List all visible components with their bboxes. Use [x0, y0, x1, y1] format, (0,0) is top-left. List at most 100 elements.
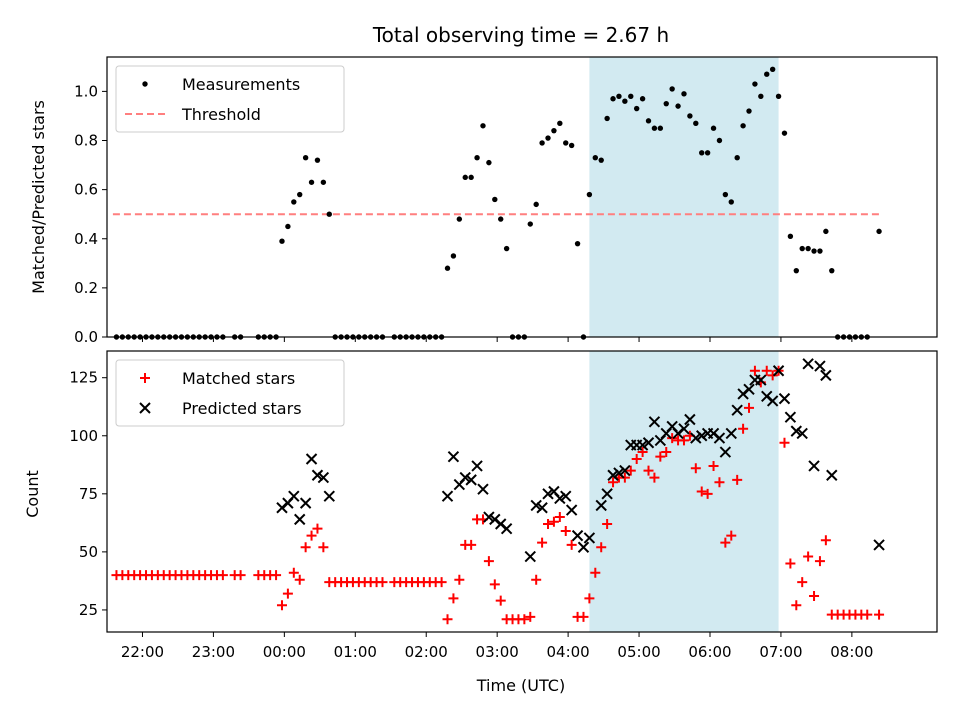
data-point	[669, 86, 675, 92]
data-point	[655, 451, 666, 462]
data-point	[631, 453, 642, 464]
bottom-y-axis-label: Count	[23, 470, 42, 518]
data-point	[817, 248, 823, 254]
data-point	[571, 529, 584, 542]
data-point	[637, 447, 648, 458]
data-point	[466, 539, 477, 550]
top-y-tick-label: 1.0	[74, 82, 98, 100]
data-point	[483, 511, 495, 523]
data-point	[829, 267, 835, 274]
x-tick-label: 03:00	[476, 643, 519, 661]
data-point	[542, 488, 554, 500]
data-point	[805, 245, 811, 252]
data-point	[323, 490, 335, 502]
data-point	[235, 570, 246, 581]
data-point	[772, 365, 785, 377]
x-tick-label: 22:00	[121, 643, 164, 661]
data-point	[633, 105, 640, 112]
x-tick-label: 04:00	[546, 643, 589, 661]
top-y-tick-label: 0.0	[74, 328, 98, 346]
data-point	[651, 125, 658, 131]
data-point	[456, 216, 463, 222]
data-point	[590, 567, 601, 578]
top-panel: 0.0 0.2 0.4 0.6 0.8 1.0 Measurements Threshold	[74, 56, 938, 346]
data-point	[746, 108, 752, 114]
data-point	[441, 490, 454, 502]
data-point	[291, 199, 297, 205]
data-point	[876, 228, 882, 235]
data-point	[500, 522, 513, 535]
data-point	[288, 490, 300, 502]
data-point	[299, 497, 312, 509]
data-point	[294, 574, 305, 585]
data-point	[820, 369, 832, 382]
data-point	[820, 535, 831, 546]
data-point	[447, 450, 460, 463]
x-tick-label: 00:00	[263, 643, 306, 661]
data-point	[602, 519, 613, 530]
data-point	[326, 211, 332, 217]
data-point	[539, 140, 545, 146]
data-point	[667, 433, 678, 444]
top-y-tick-label: 0.2	[74, 279, 98, 297]
legend-label: Predicted stars	[182, 399, 302, 418]
data-point	[675, 103, 681, 109]
data-point	[276, 600, 287, 611]
data-point	[217, 570, 228, 581]
data-point	[306, 530, 317, 541]
data-point	[442, 614, 453, 625]
data-point	[557, 120, 563, 127]
data-point	[525, 611, 536, 622]
data-point	[811, 248, 817, 254]
data-point	[305, 453, 318, 465]
data-point	[657, 125, 664, 131]
data-point	[320, 179, 327, 185]
data-point	[784, 411, 797, 423]
top-y-axis-label: Matched/Predicted stars	[29, 100, 48, 294]
data-point	[766, 395, 779, 407]
data-point	[554, 492, 566, 505]
data-point	[791, 600, 802, 611]
data-point	[799, 245, 805, 252]
data-point	[642, 437, 655, 449]
data-point	[725, 427, 737, 440]
bottom-highlight-span	[589, 351, 779, 632]
data-point	[823, 228, 829, 235]
data-point	[809, 591, 820, 602]
data-point	[531, 574, 542, 585]
data-point	[808, 460, 820, 472]
x-tick-label: 06:00	[688, 643, 731, 661]
data-point	[598, 157, 604, 163]
data-point	[288, 567, 299, 578]
data-point	[450, 253, 457, 259]
data-point	[563, 140, 569, 146]
legend-label: Measurements	[182, 75, 300, 94]
data-point	[610, 96, 616, 102]
bottom-y-tick-label: 50	[79, 543, 98, 561]
legend-marker	[142, 81, 148, 87]
data-point	[619, 472, 630, 483]
data-point	[586, 191, 593, 198]
data-point	[740, 123, 746, 129]
data-point	[468, 174, 474, 181]
data-point	[462, 174, 468, 181]
legend-label: Threshold	[181, 105, 261, 124]
top-highlight-span	[589, 57, 779, 337]
data-point	[779, 437, 790, 448]
data-point	[738, 423, 749, 434]
data-point	[480, 123, 486, 129]
data-point	[524, 550, 536, 563]
data-point	[444, 265, 451, 271]
bottom-y-tick-label: 75	[79, 485, 98, 503]
data-point	[613, 467, 625, 479]
data-point	[302, 155, 309, 161]
data-point	[796, 427, 808, 440]
data-point	[530, 499, 542, 512]
data-point	[294, 513, 306, 526]
data-point	[503, 245, 510, 252]
legend-marker	[140, 373, 150, 383]
data-point	[308, 179, 315, 185]
data-point	[639, 96, 646, 102]
legend-label: Matched stars	[182, 369, 295, 388]
data-point	[862, 609, 873, 620]
